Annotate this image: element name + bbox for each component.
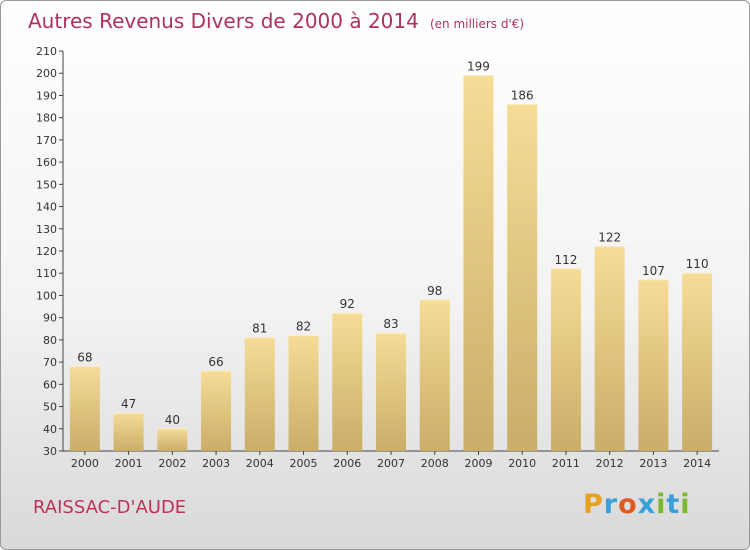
- bar: [69, 366, 100, 451]
- y-tick-label: 30: [43, 445, 57, 458]
- x-tick-label: 2010: [508, 457, 536, 470]
- x-tick-label: 2001: [115, 457, 143, 470]
- x-tick-label: 2006: [333, 457, 361, 470]
- y-tick-label: 70: [43, 356, 57, 369]
- x-tick-label: 2000: [71, 457, 99, 470]
- y-tick-label: 90: [43, 312, 57, 325]
- y-tick-label: 120: [36, 245, 57, 258]
- bar: [113, 413, 144, 451]
- bar: [507, 104, 538, 451]
- logo-letter: i: [656, 489, 667, 520]
- bar-value-label: 199: [467, 59, 490, 73]
- bar: [332, 313, 363, 451]
- x-tick-label: 2014: [683, 457, 711, 470]
- bar: [682, 273, 713, 451]
- x-tick-label: 2004: [246, 457, 274, 470]
- x-tick-label: 2012: [596, 457, 624, 470]
- bar-value-label: 98: [427, 284, 442, 298]
- y-tick-label: 80: [43, 334, 57, 347]
- y-tick-label: 130: [36, 223, 57, 236]
- bar-value-label: 82: [296, 319, 311, 333]
- y-tick-label: 100: [36, 289, 57, 302]
- x-tick-label: 2005: [290, 457, 318, 470]
- logo-letter: x: [637, 489, 657, 520]
- bar-value-label: 122: [598, 231, 621, 245]
- bar: [550, 268, 581, 451]
- x-tick-label: 2009: [464, 457, 492, 470]
- bar-value-label: 68: [77, 351, 92, 365]
- x-tick-label: 2003: [202, 457, 230, 470]
- bar: [463, 75, 494, 451]
- y-tick-label: 190: [36, 89, 57, 102]
- bar: [157, 428, 188, 451]
- bar: [594, 246, 625, 451]
- bar: [638, 279, 669, 451]
- chart-title-unit: (en milliers d'€): [429, 17, 525, 31]
- x-tick-label: 2002: [158, 457, 186, 470]
- bar-value-label: 66: [208, 355, 223, 369]
- bar-value-label: 83: [383, 317, 398, 331]
- x-tick-label: 2008: [421, 457, 449, 470]
- y-tick-label: 160: [36, 156, 57, 169]
- x-tick-label: 2011: [552, 457, 580, 470]
- bar-value-label: 110: [686, 257, 709, 271]
- chart-title-main: Autres Revenus Divers de 2000 à 2014: [28, 9, 419, 33]
- bar-value-label: 47: [121, 397, 136, 411]
- bar: [201, 371, 232, 451]
- bar: [244, 337, 275, 451]
- y-tick-label: 140: [36, 201, 57, 214]
- logo-letter: P: [583, 489, 604, 520]
- bar-value-label: 107: [642, 264, 665, 278]
- y-tick-label: 110: [36, 267, 57, 280]
- bar-value-label: 40: [165, 413, 180, 427]
- bar: [419, 299, 450, 451]
- proxiti-logo: Proxiti: [583, 489, 691, 520]
- y-tick-label: 210: [36, 45, 57, 58]
- y-tick-label: 60: [43, 378, 57, 391]
- logo-letter: i: [680, 489, 691, 520]
- commune-name: RAISSAC-D'AUDE: [33, 497, 187, 518]
- x-tick-label: 2013: [639, 457, 667, 470]
- y-tick-label: 170: [36, 134, 57, 147]
- bar-value-label: 92: [340, 297, 355, 311]
- y-tick-label: 50: [43, 401, 57, 414]
- bar-value-label: 81: [252, 322, 267, 336]
- logo-letter: o: [618, 489, 638, 520]
- bar-value-label: 186: [511, 88, 534, 102]
- y-tick-label: 200: [36, 67, 57, 80]
- bar: [376, 333, 406, 451]
- y-tick-label: 40: [43, 423, 57, 436]
- y-tick-label: 150: [36, 178, 57, 191]
- x-tick-label: 2007: [377, 457, 405, 470]
- y-tick-label: 180: [36, 112, 57, 125]
- chart-title: Autres Revenus Divers de 2000 à 2014 (en…: [28, 9, 524, 33]
- bar: [288, 335, 319, 451]
- logo-letter: r: [603, 489, 619, 520]
- logo-letter: t: [666, 489, 681, 520]
- bar-value-label: 112: [554, 253, 577, 267]
